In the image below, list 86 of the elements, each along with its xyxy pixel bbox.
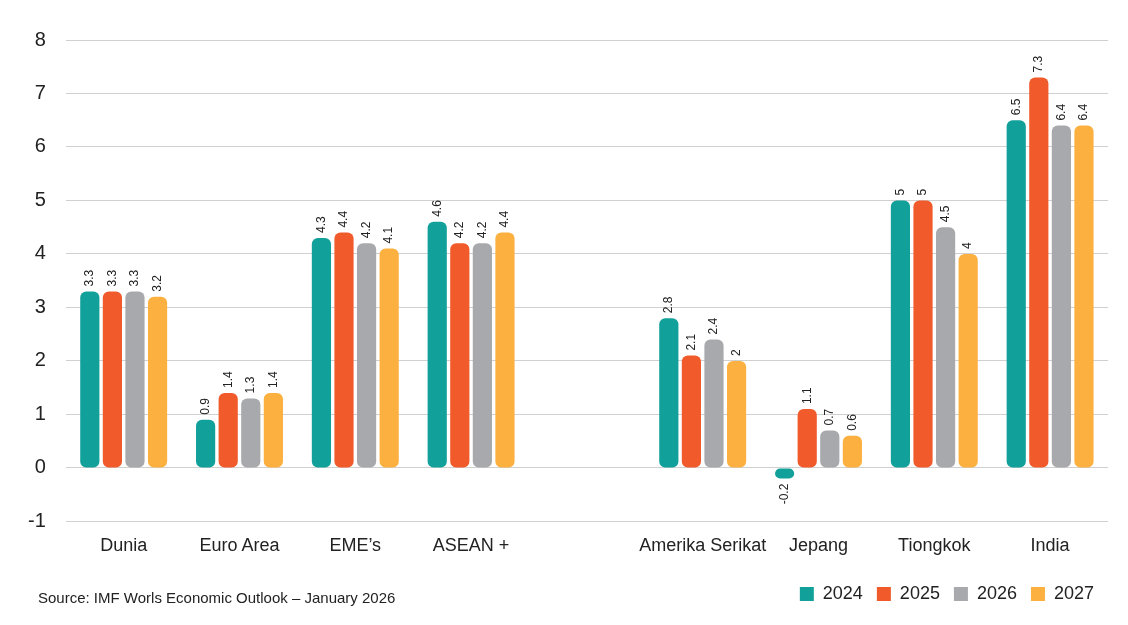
x-tick-label: Jepang xyxy=(788,535,849,556)
data-label: 2 xyxy=(728,348,743,356)
legend-label: 2025 xyxy=(899,582,940,603)
source-note: Source: IMF Worls Economic Outlook – January 2026 xyxy=(38,589,396,607)
bar xyxy=(450,243,470,468)
legend-label: 2027 xyxy=(1053,582,1094,603)
data-label: 3.3 xyxy=(82,269,97,287)
y-tick-label: 2 xyxy=(34,348,46,371)
bar xyxy=(311,237,332,468)
x-tick-label: Amerika Serikat xyxy=(639,535,767,556)
y-tick-label: 3 xyxy=(34,294,46,317)
data-label: 6.5 xyxy=(1008,98,1023,116)
y-tick-label: 6 xyxy=(34,134,46,157)
data-label: 7.3 xyxy=(1031,55,1046,73)
y-tick-label: -1 xyxy=(27,508,46,531)
bar xyxy=(1051,125,1071,468)
bar xyxy=(726,360,747,468)
data-label: 1.4 xyxy=(265,371,280,389)
bar xyxy=(472,243,492,468)
data-label: 3.3 xyxy=(127,269,142,287)
bar xyxy=(1029,77,1049,468)
y-tick-label: 5 xyxy=(34,187,46,210)
data-label: -0.2 xyxy=(776,483,791,505)
y-tick-label: 4 xyxy=(34,241,46,264)
y-tick-label: 8 xyxy=(34,27,46,50)
x-tick-label: EME’s xyxy=(329,535,382,556)
data-label: 3.3 xyxy=(104,269,119,287)
y-tick-label: 0 xyxy=(34,455,46,478)
data-label: 4.1 xyxy=(381,226,396,244)
data-label: 2.1 xyxy=(683,333,698,351)
bar xyxy=(659,318,679,468)
data-label: 4.4 xyxy=(497,210,512,228)
data-label: 1.4 xyxy=(220,371,235,389)
data-label: 6.4 xyxy=(1053,103,1068,121)
data-label: 1.3 xyxy=(243,376,258,394)
x-tick-label: Tiongkok xyxy=(898,535,972,556)
data-label: 4 xyxy=(960,241,975,249)
bar xyxy=(820,430,840,468)
bar xyxy=(704,339,724,468)
data-label: 4.2 xyxy=(452,221,467,239)
data-label: 0.7 xyxy=(822,408,837,426)
bar xyxy=(913,200,933,468)
bar xyxy=(935,227,956,468)
data-label: 4.2 xyxy=(358,221,373,239)
bar xyxy=(797,409,817,468)
data-label: 0.6 xyxy=(844,413,859,431)
y-tick-label: 1 xyxy=(34,401,46,424)
data-label: 6.4 xyxy=(1076,103,1091,121)
bar xyxy=(890,200,911,468)
data-label: 4.5 xyxy=(937,205,952,223)
x-tick-label: ASEAN + xyxy=(432,535,510,556)
x-tick-label: Dunia xyxy=(100,535,149,556)
bar xyxy=(241,398,261,468)
data-label: 4.4 xyxy=(336,210,351,228)
bar xyxy=(102,291,122,468)
bar xyxy=(427,221,447,468)
bar xyxy=(681,355,701,468)
data-label: 3.2 xyxy=(149,274,164,292)
x-tick-label: Euro Area xyxy=(199,535,281,556)
bar xyxy=(356,243,377,468)
bar xyxy=(80,291,100,468)
bar xyxy=(263,393,283,468)
bar xyxy=(125,291,145,468)
data-label: 0.9 xyxy=(197,397,212,415)
bar xyxy=(1074,125,1094,468)
data-label: 4.2 xyxy=(474,221,489,239)
bar xyxy=(842,435,862,468)
bar xyxy=(958,253,978,468)
data-label: 5 xyxy=(915,188,930,196)
bar xyxy=(147,296,168,468)
bar xyxy=(1006,120,1026,468)
bar xyxy=(495,232,515,468)
bar xyxy=(218,393,238,468)
legend-label: 2026 xyxy=(976,582,1017,603)
data-label: 2.4 xyxy=(706,317,721,335)
data-label: 5 xyxy=(892,188,907,196)
data-label: 2.8 xyxy=(661,296,676,314)
data-label: 1.1 xyxy=(799,387,814,405)
bar xyxy=(379,248,399,468)
legend-label: 2024 xyxy=(822,582,863,603)
x-tick-label: India xyxy=(1030,535,1071,556)
y-tick-label: 7 xyxy=(34,81,46,103)
data-label: 4.3 xyxy=(313,215,328,233)
bar xyxy=(196,419,216,468)
bar xyxy=(334,232,354,468)
data-label: 4.6 xyxy=(429,199,444,217)
